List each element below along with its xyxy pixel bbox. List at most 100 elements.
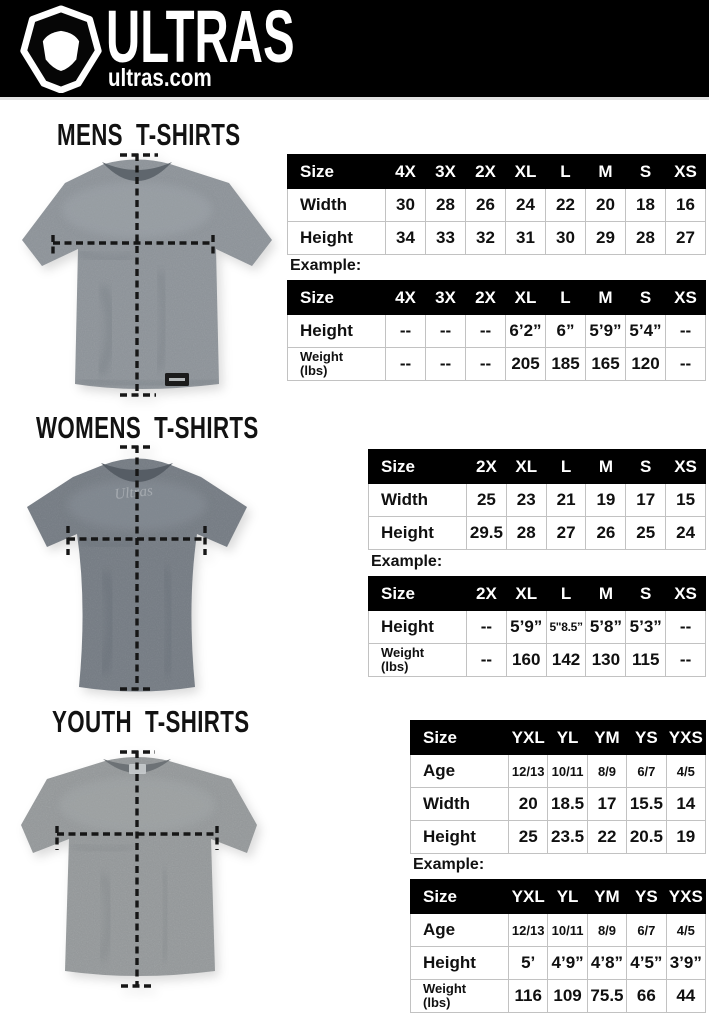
table-cell: 33 (425, 221, 466, 255)
table-cell: 23.5 (547, 820, 588, 854)
table-cell: 5’ (507, 946, 549, 980)
table-cell: 6/7 (626, 754, 667, 788)
table-cell: -- (466, 643, 507, 677)
mens-size-table: Size 4X 3X 2X XL L M S XS Width 30 28 26 24 22 20 18 16 He… (287, 154, 706, 255)
table-cell: 44 (665, 979, 707, 1013)
table-cell: 18 (625, 188, 666, 222)
column-header: XS (665, 576, 706, 611)
row-label: Weight (lbs) (368, 643, 467, 677)
table-cell: 28 (625, 221, 666, 255)
table-cell: 6” (545, 314, 586, 348)
brand-logo[interactable] (16, 5, 106, 94)
row-label: Width (287, 188, 386, 222)
table-row: Age 12/13 10/11 8/9 6/7 4/5 (410, 754, 707, 788)
column-header: 3X (425, 280, 466, 315)
table-cell: 24 (505, 188, 546, 222)
column-header: XS (665, 280, 706, 315)
table-cell: 19 (585, 483, 627, 517)
row-label: Width (368, 483, 467, 517)
table-cell: 66 (626, 979, 667, 1013)
column-header: M (585, 154, 626, 189)
column-header: YS (626, 879, 667, 914)
column-header: Size (410, 720, 509, 755)
table-cell: 3’9” (665, 946, 707, 980)
row-label: Age (410, 913, 509, 947)
table-row: Height 25 23.5 22 20.5 19 (410, 820, 707, 854)
brand-name: ULTRAS (106, 0, 295, 78)
column-header: YXS (665, 720, 707, 755)
row-label: Height (368, 610, 467, 644)
table-cell: 20 (507, 787, 549, 821)
site-header: ULTRAS ultras.com (0, 0, 709, 100)
table-cell: 20 (585, 188, 626, 222)
column-header: L (545, 449, 587, 484)
table-cell: 27 (665, 221, 706, 255)
table-cell: 30 (385, 188, 426, 222)
table-cell: 20.5 (626, 820, 667, 854)
table-row: Age 12/13 10/11 8/9 6/7 4/5 (410, 913, 707, 947)
table-cell: -- (466, 610, 507, 644)
table-cell: -- (425, 347, 466, 381)
table-cell: 10/11 (547, 754, 588, 788)
table-cell: 4’8” (586, 946, 628, 980)
table-cell: 29.5 (466, 516, 507, 550)
table-cell: 25 (466, 483, 507, 517)
womens-example-table: Size 2X XL L M S XS Height -- 5’9” 5"8.5” 5’8” 5’3” -… (368, 576, 706, 677)
table-cell: 130 (585, 643, 627, 677)
mens-example-table: Size 4X 3X 2X XL L M S XS Height -- -- -- 6’2” 6” 5’9” 5… (287, 280, 706, 381)
table-cell: 8/9 (586, 913, 628, 947)
table-cell: 28 (505, 516, 547, 550)
brand-site[interactable]: ultras.com (108, 64, 212, 92)
table-cell: 4/5 (665, 754, 707, 788)
column-header: L (545, 154, 586, 189)
example-label: Example: (413, 856, 485, 873)
youth-size-table: Size YXL YL YM YS YXS Age 12/13 10/11 8/9 6/7 4/5 Wi… (410, 720, 707, 854)
column-header: YXS (665, 879, 707, 914)
table-cell: 17 (586, 787, 628, 821)
column-header: XL (505, 449, 547, 484)
column-header: Size (287, 280, 386, 315)
table-cell: 4’5” (626, 946, 667, 980)
column-header: L (545, 280, 586, 315)
table-cell: 109 (547, 979, 588, 1013)
row-label: Height (287, 221, 386, 255)
table-cell: 34 (385, 221, 426, 255)
column-header: YL (547, 720, 588, 755)
youth-example-table: Size YXL YL YM YS YXS Age 12/13 10/11 8/9 6/7 4/5 He… (410, 879, 707, 1013)
column-header: XL (505, 280, 546, 315)
column-header: M (585, 280, 626, 315)
table-row: Height -- 5’9” 5"8.5” 5’8” 5’3” -- (368, 610, 706, 644)
table-cell: -- (425, 314, 466, 348)
table-cell: 160 (505, 643, 547, 677)
table-cell: 6/7 (626, 913, 667, 947)
table-cell: 5’4” (625, 314, 666, 348)
table-cell: 14 (665, 787, 707, 821)
table-row: Width 20 18.5 17 15.5 14 (410, 787, 707, 821)
column-header: Size (368, 449, 467, 484)
table-cell: 32 (465, 221, 506, 255)
column-header: 4X (385, 154, 426, 189)
section-title-womens: WOMENS T-SHIRTS (36, 410, 259, 445)
column-header: YM (586, 720, 628, 755)
womens-tshirt-image: Ultras (15, 443, 287, 703)
table-row: Weight (lbs) -- -- -- 205 185 165 120 -- (287, 347, 706, 381)
table-cell: 5’9” (505, 610, 547, 644)
table-row: Weight (lbs) 116 109 75.5 66 44 (410, 979, 707, 1013)
table-cell: 26 (585, 516, 627, 550)
table-cell: 28 (425, 188, 466, 222)
table-cell: -- (465, 314, 506, 348)
table-row: Height 5’ 4’9” 4’8” 4’5” 3’9” (410, 946, 707, 980)
example-label: Example: (290, 257, 362, 274)
column-header: 2X (465, 154, 506, 189)
row-label: Width (410, 787, 509, 821)
table-row: Width 30 28 26 24 22 20 18 16 (287, 188, 706, 222)
column-header: YS (626, 720, 667, 755)
table-cell: -- (385, 347, 426, 381)
table-cell: 27 (545, 516, 587, 550)
table-cell: 4’9” (547, 946, 588, 980)
table-cell: -- (665, 347, 706, 381)
table-cell: 29 (585, 221, 626, 255)
column-header: 2X (466, 449, 507, 484)
table-cell: 5"8.5” (545, 610, 587, 644)
column-header: 2X (466, 576, 507, 611)
